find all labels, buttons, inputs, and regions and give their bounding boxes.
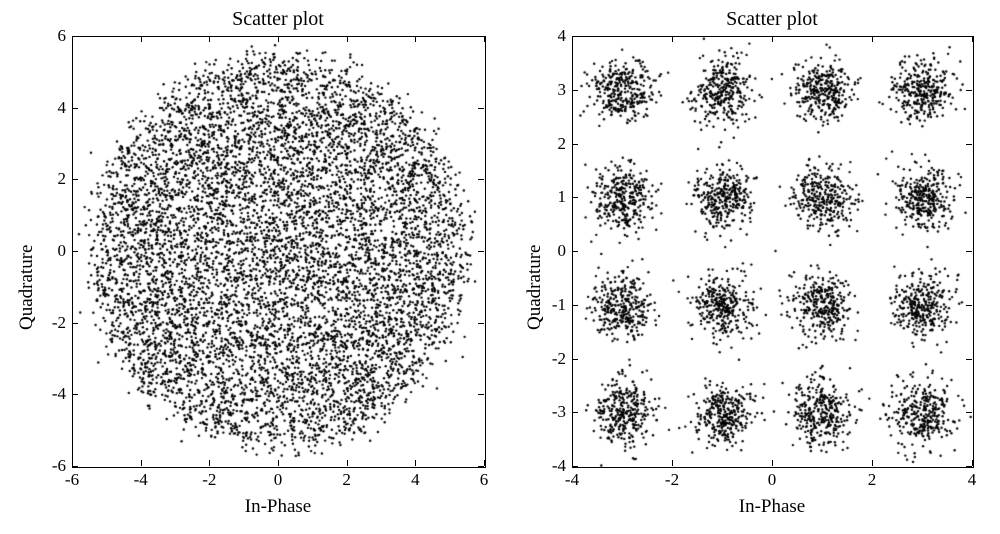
y-tick-label: -2: [40, 313, 66, 333]
y-tick-label: 1: [540, 187, 566, 207]
x-tick-mark: [141, 460, 142, 466]
y-tick-mark: [572, 197, 578, 198]
x-tick-label: -6: [65, 470, 79, 490]
y-tick-label: 3: [540, 80, 566, 100]
y-tick-mark: [572, 251, 578, 252]
y-tick-mark: [478, 251, 484, 252]
y-tick-mark: [966, 90, 972, 91]
x-tick-mark: [141, 36, 142, 42]
x-tick-mark: [872, 36, 873, 42]
y-tick-label: 0: [540, 241, 566, 261]
y-tick-mark: [966, 197, 972, 198]
y-tick-mark: [478, 179, 484, 180]
x-tick-mark: [772, 460, 773, 466]
y-tick-label: -6: [40, 456, 66, 476]
x-tick-label: -2: [665, 470, 679, 490]
y-tick-mark: [966, 144, 972, 145]
x-tick-mark: [484, 460, 485, 466]
x-tick-mark: [484, 36, 485, 42]
x-tick-mark: [672, 36, 673, 42]
x-tick-mark: [672, 460, 673, 466]
y-tick-mark: [572, 90, 578, 91]
y-tick-mark: [72, 323, 78, 324]
y-tick-label: 4: [540, 26, 566, 46]
y-tick-label: -4: [40, 384, 66, 404]
y-tick-label: 2: [540, 134, 566, 154]
left-chart-plot-area: [72, 36, 486, 468]
x-tick-mark: [347, 36, 348, 42]
y-tick-label: -3: [540, 402, 566, 422]
x-tick-label: 6: [480, 470, 489, 490]
y-tick-label: 6: [40, 26, 66, 46]
x-tick-mark: [972, 36, 973, 42]
y-tick-mark: [966, 305, 972, 306]
right-chart-xlabel: In-Phase: [572, 496, 972, 518]
y-tick-mark: [966, 359, 972, 360]
figure: Scatter plot Quadrature In-Phase -6 -4 -2 0…: [0, 0, 1000, 534]
y-tick-mark: [572, 305, 578, 306]
y-tick-mark: [72, 179, 78, 180]
y-tick-mark: [572, 359, 578, 360]
x-tick-mark: [209, 36, 210, 42]
x-tick-label: -4: [134, 470, 148, 490]
right-chart-title: Scatter plot: [572, 8, 972, 31]
x-tick-label: 0: [274, 470, 283, 490]
y-tick-mark: [966, 466, 972, 467]
y-tick-label: -4: [540, 456, 566, 476]
x-tick-label: 4: [411, 470, 420, 490]
y-tick-mark: [572, 36, 578, 37]
left-chart-ylabel: Quadrature: [16, 245, 38, 330]
y-tick-mark: [572, 412, 578, 413]
x-tick-mark: [209, 460, 210, 466]
x-tick-mark: [347, 460, 348, 466]
x-tick-mark: [415, 36, 416, 42]
y-tick-mark: [966, 251, 972, 252]
y-tick-mark: [478, 466, 484, 467]
x-tick-label: 4: [968, 470, 977, 490]
y-tick-mark: [572, 144, 578, 145]
y-tick-label: 0: [40, 241, 66, 261]
x-tick-label: -2: [202, 470, 216, 490]
y-tick-mark: [478, 394, 484, 395]
x-tick-label: 0: [768, 470, 777, 490]
y-tick-label: 4: [40, 98, 66, 118]
x-tick-label: 2: [342, 470, 351, 490]
y-tick-label: 2: [40, 169, 66, 189]
left-chart-xlabel: In-Phase: [72, 496, 484, 518]
x-tick-label: -4: [565, 470, 579, 490]
y-tick-mark: [478, 323, 484, 324]
left-chart-title: Scatter plot: [72, 8, 484, 31]
y-tick-mark: [72, 394, 78, 395]
y-tick-mark: [478, 36, 484, 37]
x-tick-mark: [772, 36, 773, 42]
y-tick-mark: [72, 108, 78, 109]
x-tick-label: 2: [868, 470, 877, 490]
y-tick-label: -1: [540, 295, 566, 315]
x-tick-mark: [278, 36, 279, 42]
x-tick-mark: [415, 460, 416, 466]
y-tick-mark: [72, 36, 78, 37]
x-tick-mark: [872, 460, 873, 466]
y-tick-mark: [72, 251, 78, 252]
y-tick-mark: [72, 466, 78, 467]
x-tick-mark: [278, 460, 279, 466]
y-tick-mark: [572, 466, 578, 467]
y-tick-label: -2: [540, 349, 566, 369]
y-tick-mark: [966, 412, 972, 413]
left-chart-points: [73, 37, 485, 467]
y-tick-mark: [966, 36, 972, 37]
y-tick-mark: [478, 108, 484, 109]
right-chart-plot-area: [572, 36, 974, 468]
x-tick-mark: [972, 460, 973, 466]
right-chart-points: [573, 37, 973, 467]
